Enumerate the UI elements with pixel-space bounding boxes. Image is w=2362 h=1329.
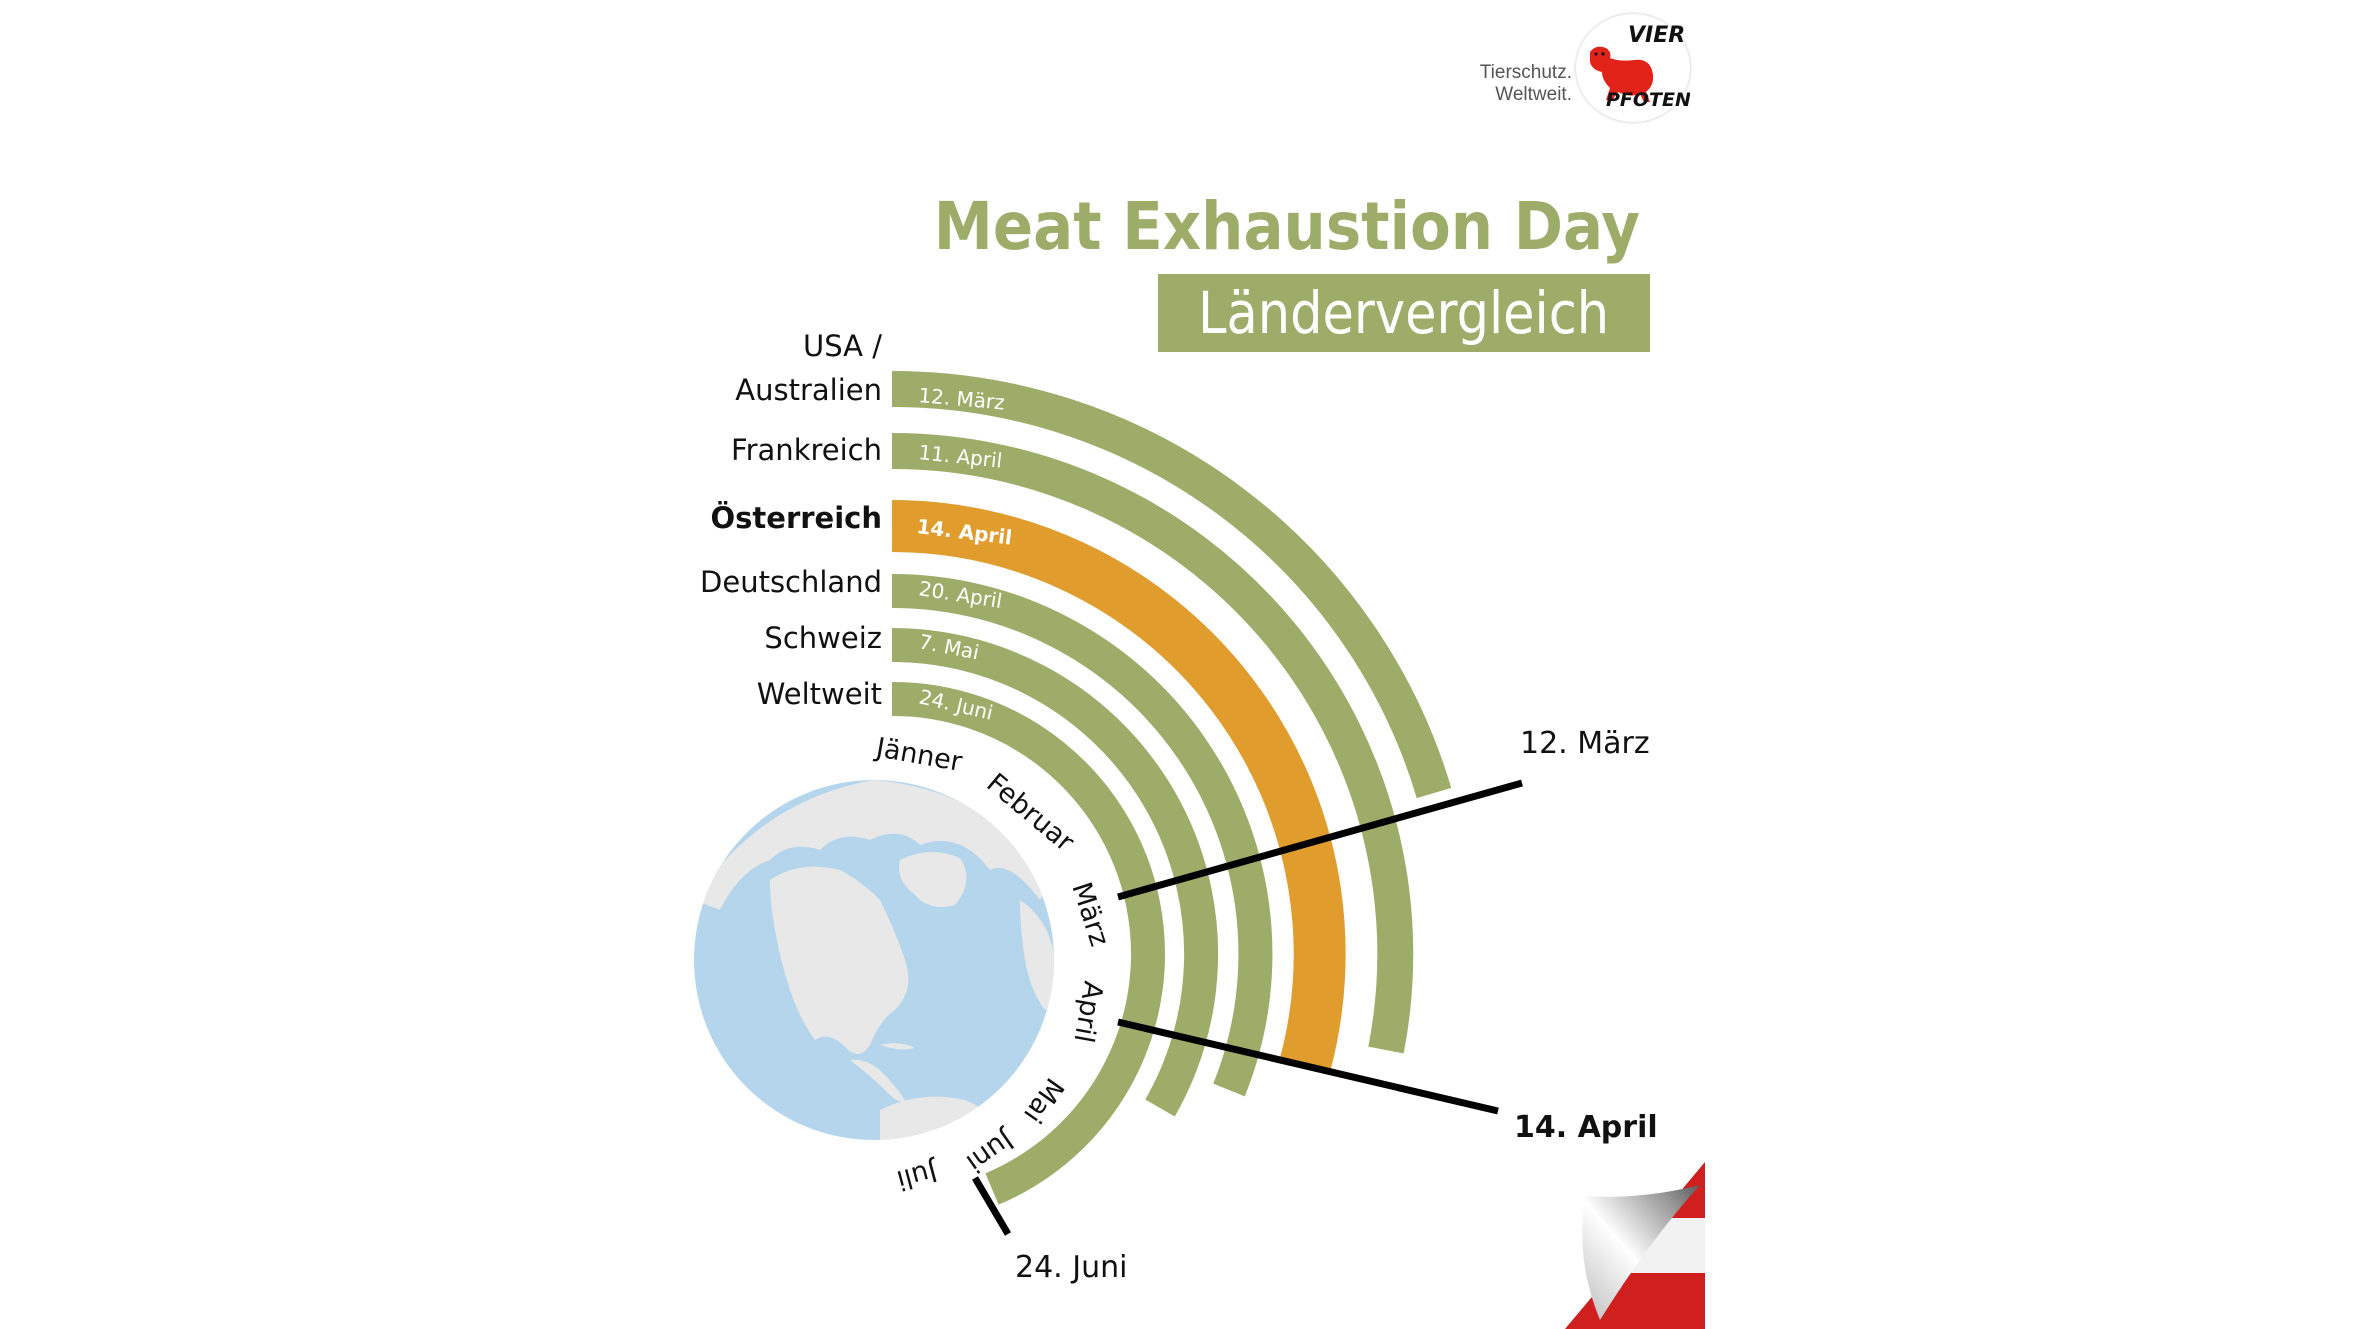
- country-label-weltweit: Weltweit: [756, 677, 882, 711]
- marten-icon: VIER PFOTEN: [1590, 23, 1691, 111]
- arc-schweiz: [891, 628, 1219, 1117]
- marker-line-12-maerz: [1117, 779, 1523, 901]
- subtitle-badge: Ländervergleich: [1158, 274, 1650, 352]
- arc-oesterreich: [891, 500, 1346, 1072]
- country-label-schweiz: Schweiz: [764, 621, 882, 655]
- arc-frankreich: [891, 433, 1414, 1054]
- arc-bars: [891, 370, 1452, 1205]
- globe-icon: [694, 780, 1054, 1140]
- country-label-frankreich: Frankreich: [731, 433, 882, 467]
- month-label: April: [1067, 979, 1108, 1045]
- arc-deutschland: [891, 573, 1273, 1097]
- callout-12-maerz: 12. März: [1520, 726, 1650, 761]
- brand-line-1: VIER: [1628, 23, 1685, 48]
- country-label-oesterreich: Österreich: [710, 501, 883, 535]
- logo-tagline: Tierschutz. Weltweit.: [1462, 62, 1572, 106]
- arc-weltweit: [891, 681, 1165, 1205]
- marker-line-24-juni: [971, 1176, 1012, 1236]
- marker-line-14-april: [1117, 1018, 1499, 1115]
- callout-24-juni: 24. Juni: [1015, 1250, 1128, 1285]
- month-label: Jänner: [872, 732, 965, 778]
- tagline-line-1: Tierschutz.: [1479, 62, 1572, 83]
- austria-flag-icon: [1565, 1162, 1705, 1329]
- callout-14-april: 14. April: [1514, 1110, 1658, 1145]
- brand-line-2: PFOTEN: [1606, 89, 1690, 111]
- arc-usa-australien: [891, 370, 1452, 799]
- tagline-line-2: Weltweit.: [1495, 84, 1572, 105]
- subtitle-text: Ländervergleich: [1198, 279, 1610, 347]
- country-label-deutschland: Deutschland: [700, 565, 882, 599]
- month-label: Mai: [1017, 1072, 1070, 1129]
- country-label-usa-line2: Australien: [735, 373, 882, 407]
- country-label-usa-line1: USA /: [803, 329, 882, 363]
- month-label: Juli: [893, 1155, 942, 1196]
- vier-pfoten-logo: VIER PFOTEN: [1576, 14, 1691, 122]
- month-label: März: [1065, 879, 1115, 951]
- marker-lines: [971, 779, 1523, 1236]
